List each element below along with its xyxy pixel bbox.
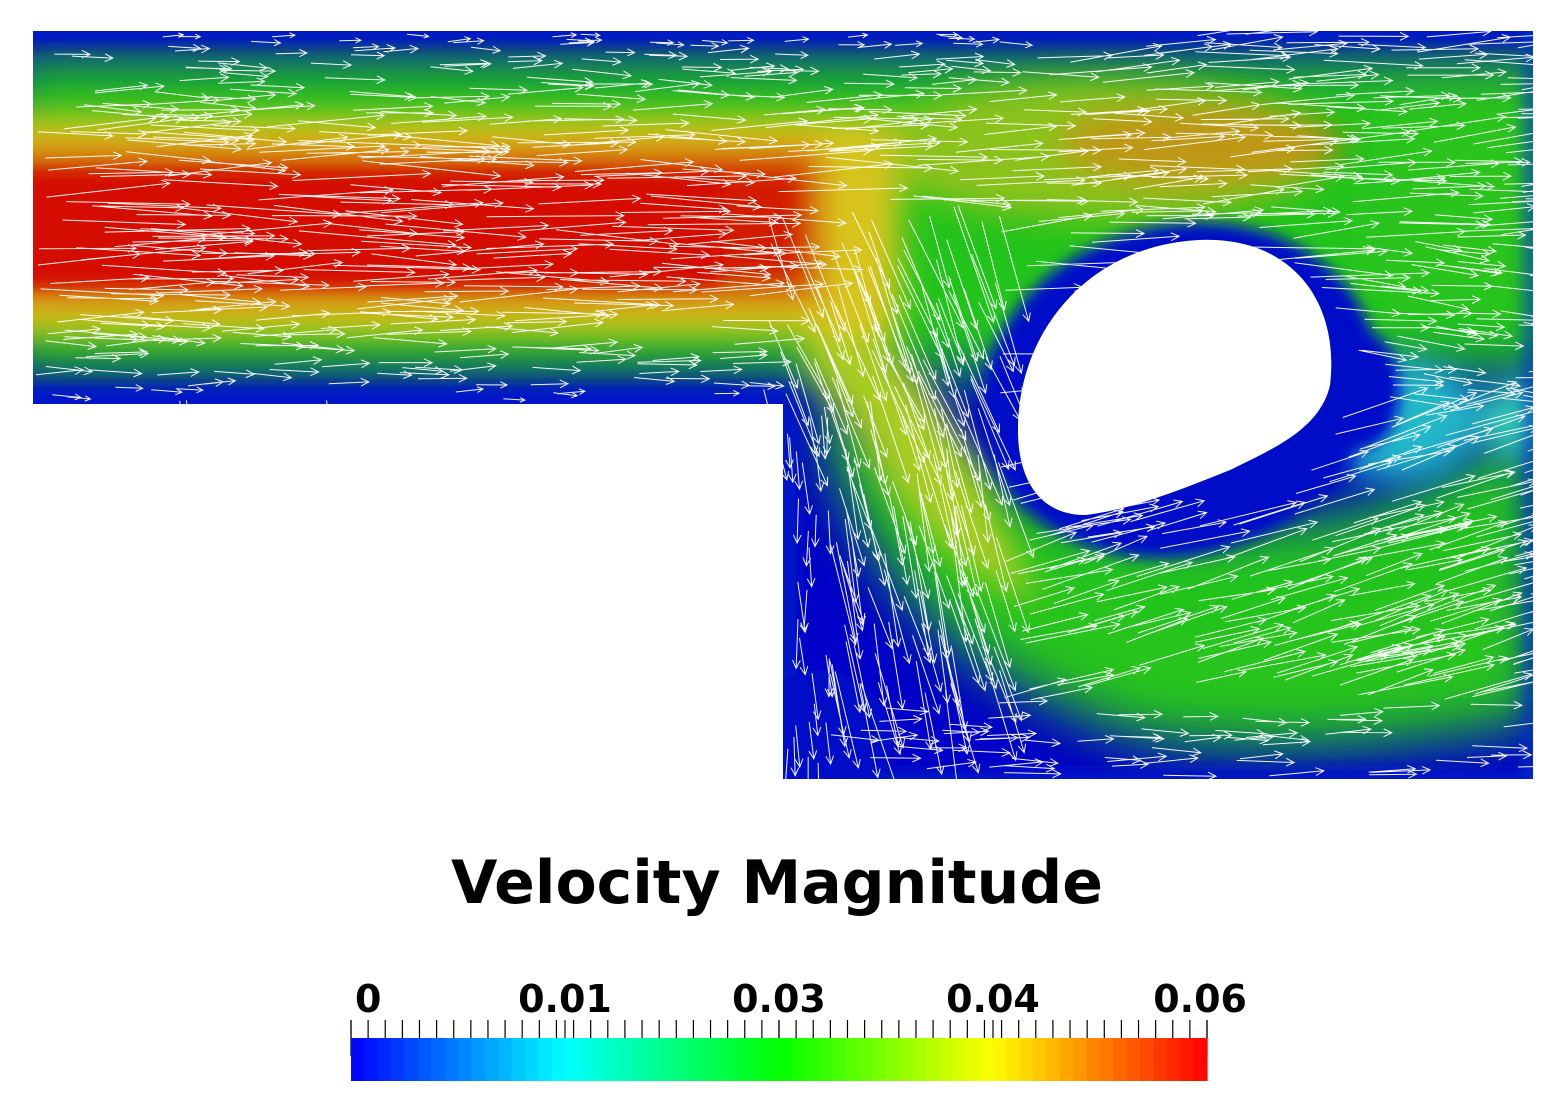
colorbar-band (966, 1038, 981, 1081)
colorbar-band (1193, 1038, 1208, 1081)
colorbar-band (725, 1038, 740, 1081)
colorbar-band (618, 1038, 633, 1081)
colorbar-band (484, 1038, 499, 1081)
legend-title: Velocity Magnitude (451, 848, 1103, 918)
colorbar-band (645, 1038, 660, 1081)
colorbar-band (792, 1038, 807, 1081)
colorbar-tick-labels: 0 0.01 0.03 0.04 0.06 (355, 977, 1247, 1021)
colorbar-band (1166, 1038, 1181, 1081)
colorbar-band (404, 1038, 419, 1081)
colorbar-band (417, 1038, 432, 1081)
colorbar-tick-label: 0.03 (732, 977, 826, 1021)
colorbar-band (1153, 1038, 1168, 1081)
colorbar-band (685, 1038, 700, 1081)
colorbar-band (551, 1038, 566, 1081)
colorbar-band (859, 1038, 874, 1081)
colorbar-band (819, 1038, 834, 1081)
colorbar-band (538, 1038, 553, 1081)
colorbar-band (1019, 1038, 1034, 1081)
colorbar-band (979, 1038, 994, 1081)
colorbar-band (1140, 1038, 1155, 1081)
velocity-field-plot (33, 31, 1533, 779)
colorbar-band (1046, 1038, 1061, 1081)
colorbar-tick-label: 0.01 (518, 977, 612, 1021)
colorbar-band (952, 1038, 967, 1081)
colorbar-band (1073, 1038, 1088, 1081)
colorbar-band (444, 1038, 459, 1081)
vector-arrows (35, 31, 1533, 779)
colorbar-band (886, 1038, 900, 1081)
colorbar-band (658, 1038, 673, 1081)
colorbar-band (845, 1038, 860, 1081)
colorbar-band (431, 1038, 446, 1081)
colorbar-band (779, 1038, 793, 1081)
colorbar-band (993, 1038, 1007, 1081)
colorbar-band (765, 1038, 780, 1081)
colorbar-band (591, 1038, 606, 1081)
colorbar-band (1086, 1038, 1101, 1081)
colorbar-band (1033, 1038, 1048, 1081)
colorbar-band (458, 1038, 472, 1081)
colorbar-band (377, 1038, 392, 1081)
colorbar-band (939, 1038, 954, 1081)
colorbar-band (912, 1038, 927, 1081)
colorbar-tick-label: 0.04 (946, 977, 1040, 1021)
colorbar-band (1059, 1038, 1074, 1081)
colorbar-band (1180, 1038, 1195, 1081)
colorbar-band (1100, 1038, 1114, 1081)
colorbar-gradient (351, 1038, 1208, 1081)
colorbar-band (391, 1038, 406, 1081)
colorbar-band (578, 1038, 593, 1081)
colorbar-band (1113, 1038, 1128, 1081)
colorbar-band (805, 1038, 820, 1081)
colorbar-tick-label: 0.06 (1153, 977, 1247, 1021)
colorbar-band (899, 1038, 914, 1081)
colorbar-band (498, 1038, 513, 1081)
colorbar-band (872, 1038, 887, 1081)
colorbar-band (565, 1038, 579, 1081)
colorbar-band (511, 1038, 526, 1081)
colorbar-band (672, 1038, 686, 1081)
colorbar-band (926, 1038, 941, 1081)
colorbar-band (712, 1038, 727, 1081)
colorbar-band (698, 1038, 713, 1081)
colorbar-band (351, 1038, 365, 1081)
colorbar-band (832, 1038, 847, 1081)
colorbar-band (738, 1038, 753, 1081)
colorbar-band (1006, 1038, 1021, 1081)
colorbar-band (1126, 1038, 1141, 1081)
colorbar-band (524, 1038, 539, 1081)
colorbar-tick-label: 0 (355, 977, 381, 1021)
obstacle-shape (1018, 239, 1332, 515)
colorbar-band (364, 1038, 379, 1081)
colorbar-band (605, 1038, 620, 1081)
color-legend: 0 0.01 0.03 0.04 0.06 (350, 977, 1247, 1081)
colorbar-band (471, 1038, 486, 1081)
velocity-vector-glyphs (35, 31, 1533, 779)
colorbar-band (752, 1038, 767, 1081)
colorbar-band (631, 1038, 646, 1081)
